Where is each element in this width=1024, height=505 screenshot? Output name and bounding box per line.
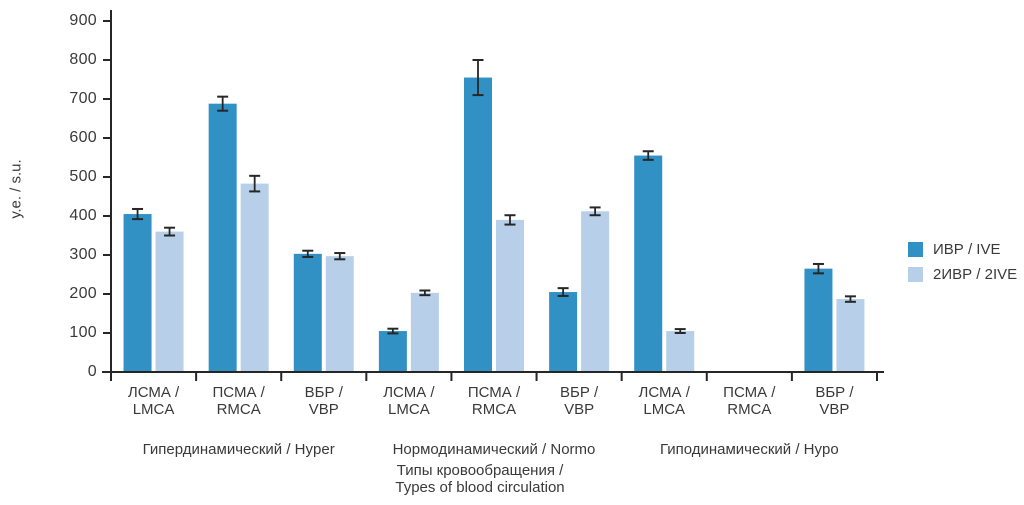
y-tick-label: 700: [69, 90, 97, 107]
x-group-label: Нормодинамический / Normo: [392, 441, 596, 458]
y-tick-label: 300: [69, 246, 97, 263]
x-axis-title-line2: Types of blood circulation: [395, 479, 565, 496]
x-group-label: Гипердинамический / Hyper: [142, 441, 335, 458]
bar-ive: [293, 253, 322, 372]
y-tick-label: 900: [69, 12, 97, 29]
x-category-label: ПСМА / RMCA: [723, 384, 776, 418]
bar-ive: [634, 155, 663, 372]
y-tick-label: 0: [87, 363, 97, 380]
legend-label: 2ИВР / 2IVE: [933, 266, 1018, 283]
y-axis-title: у.е. / s.u.: [7, 159, 25, 219]
bar-ive: [804, 268, 833, 372]
y-tick-label: 500: [69, 168, 97, 185]
bar-2ive: [240, 183, 269, 372]
x-group-label: Гиподинамический / Hypo: [659, 441, 839, 458]
x-category-label: ЛСМА / LMCA: [127, 384, 180, 418]
legend: ИВР / IVE 2ИВР / 2IVE: [908, 241, 1018, 292]
bar-2ive: [410, 292, 439, 372]
y-tick-label: 600: [69, 129, 97, 146]
legend-item: ИВР / IVE: [908, 241, 1017, 258]
y-tick-label: 200: [69, 285, 97, 302]
legend-swatch: [908, 242, 923, 257]
bar-ive: [208, 103, 237, 373]
x-category-label: ПСМА / RMCA: [467, 384, 521, 418]
bar-ive: [464, 77, 492, 373]
legend-label: ИВР / IVE: [933, 241, 1001, 258]
bar-ive: [378, 331, 407, 372]
x-category-label: ВБР / VBP: [304, 384, 343, 418]
legend-swatch: [908, 267, 923, 282]
bar-ive: [549, 292, 578, 372]
y-tick-label: 400: [69, 207, 97, 224]
x-category-label: ВБР / VBP: [560, 384, 599, 418]
bar-2ive: [496, 219, 524, 372]
x-category-label: ЛСМА / LMCA: [638, 384, 690, 418]
x-axis-title-line1: Типы кровообращения /: [396, 462, 564, 479]
bar-2ive: [666, 331, 695, 372]
y-tick-label: 100: [69, 324, 97, 341]
x-category-label: ВБР / VBP: [815, 384, 854, 418]
bar-2ive: [836, 299, 865, 372]
y-tick-label: 800: [69, 51, 97, 68]
bar-2ive: [325, 256, 354, 372]
bar-2ive: [581, 211, 610, 372]
bar-ive: [123, 214, 152, 372]
x-category-label: ПСМА / RMCA: [212, 384, 265, 418]
legend-item: 2ИВР / 2IVE: [908, 266, 1018, 283]
x-category-label: ЛСМА / LMCA: [383, 384, 435, 418]
bar-2ive: [155, 231, 184, 372]
x-axis-title: Типы кровообращения / Types of blood cir…: [280, 462, 680, 496]
